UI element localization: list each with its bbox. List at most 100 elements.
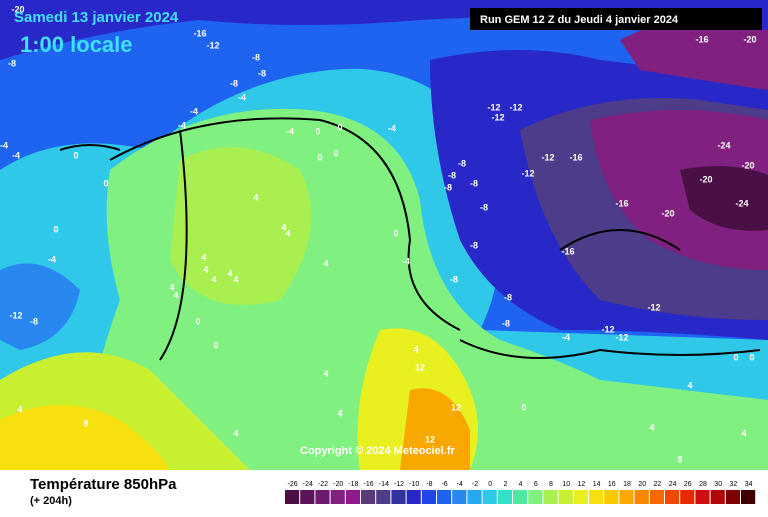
- contour-label: -4: [48, 254, 56, 264]
- contour-label: 4: [17, 404, 22, 414]
- scale-label: -24: [303, 481, 313, 488]
- contour-label: -12: [601, 324, 614, 334]
- scale-label: -2: [472, 481, 478, 488]
- contour-label: -8: [504, 292, 512, 302]
- scale-label: -4: [457, 481, 463, 488]
- contour-label: -4: [562, 332, 570, 342]
- contour-label: -12: [9, 310, 22, 320]
- contour-label: 4: [201, 252, 206, 262]
- contour-label: 4: [323, 258, 328, 268]
- contour-label: 0: [73, 150, 78, 160]
- contour-label: -12: [491, 112, 504, 122]
- scale-label: 16: [608, 481, 616, 488]
- contour-label: -16: [561, 246, 574, 256]
- scale-swatch: [634, 490, 649, 504]
- contour-label: -20: [661, 208, 674, 218]
- scale-swatch: [300, 490, 315, 504]
- field-title: Température 850hPa: [30, 476, 177, 493]
- scale-swatch: [285, 490, 300, 504]
- contour-label: -8: [470, 178, 478, 188]
- contour-label: 0: [333, 148, 338, 158]
- contour-label: -8: [258, 68, 266, 78]
- contour-label: 4: [203, 264, 208, 274]
- contour-label: 4: [211, 274, 216, 284]
- contour-label: 4: [649, 422, 654, 432]
- contour-label: -8: [458, 158, 466, 168]
- scale-swatch: [619, 490, 634, 504]
- contour-label: 0: [317, 152, 322, 162]
- contour-label: -16: [615, 198, 628, 208]
- scale-swatch: [695, 490, 710, 504]
- contour-label: 12: [415, 362, 425, 372]
- contour-label: -8: [8, 58, 16, 68]
- scale-swatch: [467, 490, 482, 504]
- scale-swatch: [391, 490, 406, 504]
- contour-label: -12: [615, 332, 628, 342]
- scale-swatch: [315, 490, 330, 504]
- contour-label: -8: [502, 318, 510, 328]
- contour-label: 4: [233, 274, 238, 284]
- contour-label: 0: [213, 340, 218, 350]
- contour-label: -4: [402, 256, 410, 266]
- scale-swatch: [345, 490, 360, 504]
- contour-label: -8: [230, 78, 238, 88]
- scale-label: 6: [534, 481, 538, 488]
- scale-label: 34: [745, 481, 753, 488]
- contour-label: 4: [281, 222, 286, 232]
- scale-swatch: [330, 490, 345, 504]
- contour-label: -4: [190, 106, 198, 116]
- contour-label: -8: [450, 274, 458, 284]
- scale-label: 32: [730, 481, 738, 488]
- contour-label: -8: [448, 170, 456, 180]
- scale-label: 18: [623, 481, 631, 488]
- contour-label: 12: [451, 402, 461, 412]
- scale-swatch: [406, 490, 421, 504]
- local-time: 1:00 locale: [20, 32, 133, 57]
- scale-label: 24: [669, 481, 677, 488]
- scale-label: -18: [348, 481, 358, 488]
- contour-label: 8: [677, 454, 682, 464]
- scale-swatch: [680, 490, 695, 504]
- contour-label: 4: [169, 282, 174, 292]
- scale-label: -16: [364, 481, 374, 488]
- contour-label: -12: [521, 168, 534, 178]
- contour-label: -16: [193, 28, 206, 38]
- contour-label: -20: [743, 34, 756, 44]
- contour-label: -8: [480, 202, 488, 212]
- scale-swatch: [589, 490, 604, 504]
- copyright: Copyright © 2024 Meteociel.fr: [300, 445, 456, 457]
- scale-label: -8: [426, 481, 432, 488]
- scale-swatch: [482, 490, 497, 504]
- contour-label: -8: [30, 316, 38, 326]
- scale-label: 22: [654, 481, 662, 488]
- contour-label: 0: [733, 352, 738, 362]
- contour-label: -20: [741, 160, 754, 170]
- scale-swatch: [528, 490, 543, 504]
- contour-label: -4: [12, 150, 20, 160]
- contour-label: -4: [178, 120, 186, 130]
- scale-label: 26: [684, 481, 692, 488]
- scale-swatch: [573, 490, 588, 504]
- scale-swatch: [741, 490, 756, 504]
- contour-label: 12: [425, 434, 435, 444]
- contour-label: -12: [509, 102, 522, 112]
- contour-label: -4: [0, 140, 8, 150]
- scale-label: -10: [409, 481, 419, 488]
- contour-label: 4: [253, 192, 258, 202]
- contour-label: -4: [286, 126, 294, 136]
- contour-label: 4: [687, 380, 692, 390]
- contour-label: 4: [227, 268, 232, 278]
- contour-label: -20: [699, 174, 712, 184]
- scale-label: 30: [714, 481, 722, 488]
- contour-label: -8: [444, 182, 452, 192]
- scale-swatch: [649, 490, 664, 504]
- scale-swatch: [710, 490, 725, 504]
- contour-label: 4: [337, 408, 342, 418]
- contour-label: -16: [695, 34, 708, 44]
- map-field: [0, 0, 768, 470]
- contour-label: -20: [11, 4, 24, 14]
- run-box: [470, 8, 762, 30]
- contour-label: -4: [388, 123, 396, 133]
- contour-label: 0: [53, 224, 58, 234]
